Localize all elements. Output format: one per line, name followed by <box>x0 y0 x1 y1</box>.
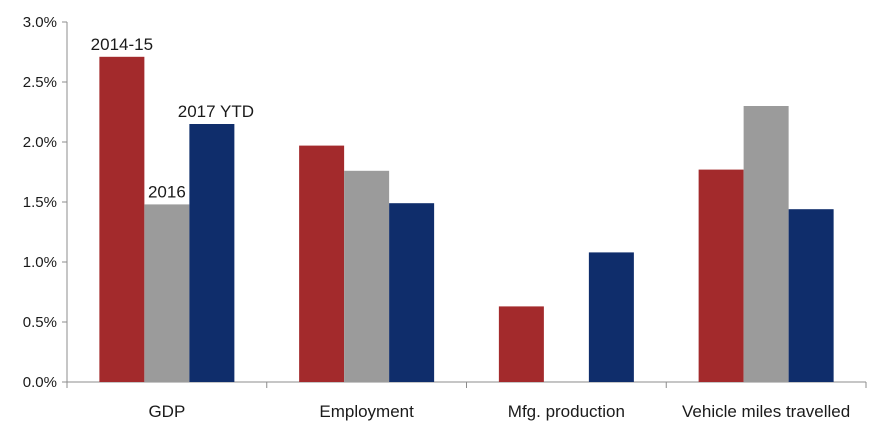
series-label: 2016 <box>148 182 186 201</box>
bar <box>189 124 235 382</box>
y-tick-label: 0.0% <box>23 374 57 391</box>
x-category-label: Employment <box>319 402 414 421</box>
bar <box>99 56 145 383</box>
bar <box>389 203 435 382</box>
y-tick-label: 0.5% <box>23 314 57 331</box>
bar <box>698 169 744 382</box>
series-label: 2017 YTD <box>178 102 254 121</box>
axes: 0.0% 0.5% 1.0% 1.5% 2.0% 2.5% 3.0% GDP Employmen… <box>23 14 867 421</box>
bar <box>743 106 789 382</box>
bar <box>144 204 190 382</box>
x-category-label: Mfg. production <box>508 402 625 421</box>
x-category-label: GDP <box>148 402 185 421</box>
y-tick-label: 3.0% <box>23 14 57 31</box>
bar <box>543 381 589 382</box>
series-label: 2014-15 <box>91 35 153 54</box>
bar <box>498 306 544 382</box>
labels: 2014-15 2016 2017 YTD <box>91 35 254 202</box>
bar <box>299 145 345 382</box>
bar <box>344 170 390 382</box>
y-tick-label: 1.0% <box>23 254 57 271</box>
x-category-label: Vehicle miles travelled <box>682 402 850 421</box>
y-tick-label: 1.5% <box>23 194 57 211</box>
bars <box>99 56 834 383</box>
y-tick-label: 2.5% <box>23 74 57 91</box>
bar <box>588 252 634 382</box>
bar <box>788 209 834 382</box>
y-tick-label: 2.0% <box>23 134 57 151</box>
